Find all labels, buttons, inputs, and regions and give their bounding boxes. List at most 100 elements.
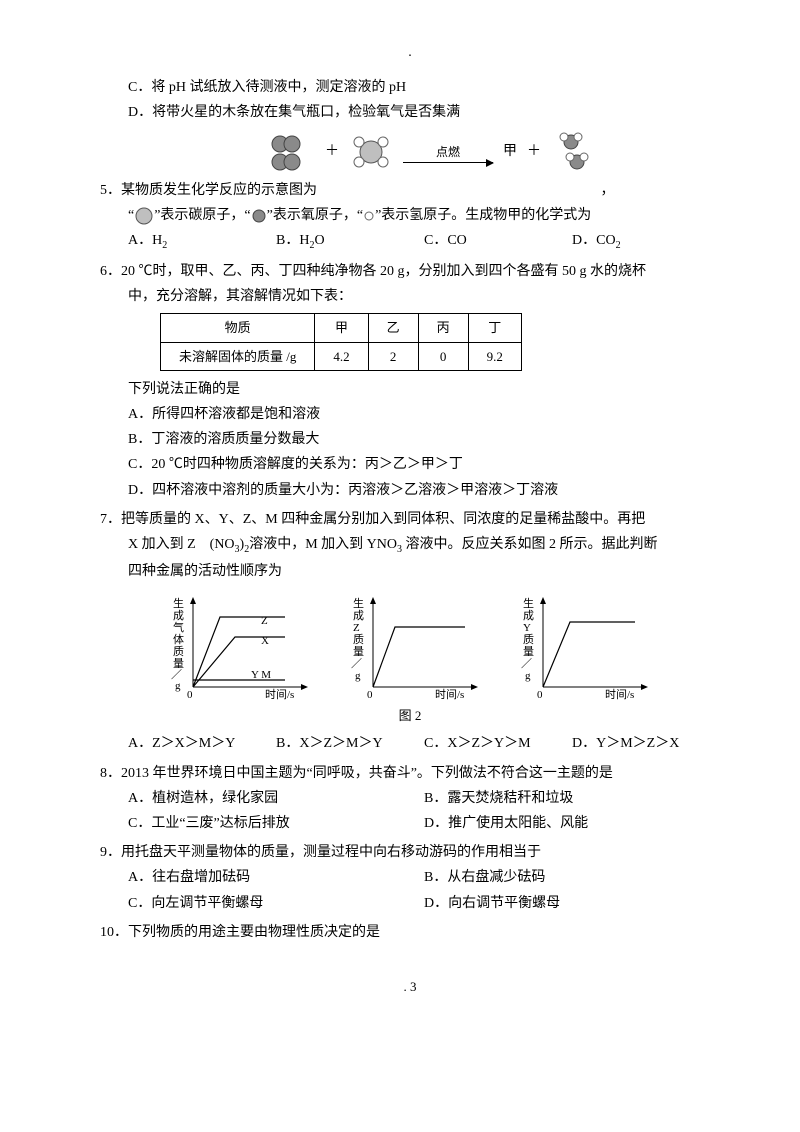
question-8: 8． 2013 年世界环境日中国主题为“同呼吸，共奋斗”。下列做法不符合这一主题… xyxy=(100,761,720,837)
svg-text:生: 生 xyxy=(523,596,534,610)
q7-num: 7． xyxy=(100,507,121,532)
svg-text:成: 成 xyxy=(353,609,364,622)
oxygen-atom-icon xyxy=(251,208,267,224)
svg-text:0: 0 xyxy=(187,689,193,701)
svg-text:0: 0 xyxy=(367,689,373,701)
q5-tail: ， xyxy=(601,183,615,198)
td-label: 未溶解固体的质量 /g xyxy=(161,342,315,370)
q8-opt-d: D．推广使用太阳能、风能 xyxy=(424,811,720,836)
c1-xlabel: 时间/s xyxy=(265,688,294,701)
q9-num: 9． xyxy=(100,840,121,865)
th-4: 丁 xyxy=(468,314,521,342)
q8-row2: C．工业“三废”达标后排放 D．推广使用太阳能、风能 xyxy=(100,811,720,836)
q7-options: A．Z＞X＞M＞Y B．X＞Z＞M＞Y C．X＞Z＞Y＞M D．Y＞M＞Z＞X xyxy=(100,731,720,756)
page-number: . 3 xyxy=(100,975,720,998)
q9-stem: 用托盘天平测量物体的质量，测量过程中向右移动游码的作用相当于 xyxy=(121,840,720,865)
q6-table: 物质 甲 乙 丙 丁 未溶解固体的质量 /g 4.2 2 0 9.2 xyxy=(160,313,522,371)
q9-opt-c: C．向左调节平衡螺母 xyxy=(128,891,424,916)
c1-z: Z xyxy=(261,615,268,627)
table-header-row: 物质 甲 乙 丙 丁 xyxy=(161,314,522,342)
q5-num: 5． xyxy=(100,178,121,203)
c2-xlabel: 时间/s xyxy=(435,688,464,701)
arrow-label: 点燃 xyxy=(403,142,493,164)
q6-num: 6． xyxy=(100,259,121,284)
table-data-row: 未溶解固体的质量 /g 4.2 2 0 9.2 xyxy=(161,342,522,370)
td-3: 9.2 xyxy=(468,342,521,370)
plus-2: ＋ xyxy=(527,139,541,164)
q9-row1: A．往右盘增加砝码 B．从右盘减少砝码 xyxy=(100,865,720,890)
q5-opt-b: B．H2O xyxy=(276,228,424,255)
svg-text:量: 量 xyxy=(353,645,364,658)
chart-1: 生 成 气 体 质 量 ／ g 0 时间/s Z X Y M xyxy=(165,592,315,702)
q5-options: A．H2 B．H2O C．CO D．CO2 xyxy=(100,228,720,255)
reactant-2 xyxy=(349,130,393,174)
question-7: 7． 把等质量的 X、Y、Z、M 四种金属分别加入到同体积、同浓度的足量稀盐酸中… xyxy=(100,507,720,757)
svg-text:成: 成 xyxy=(173,609,184,622)
q-prev-options: C．将 pH 试纸放入待测液中，测定溶液的 pH D．将带火星的木条放在集气瓶口… xyxy=(100,75,720,125)
svg-text:g: g xyxy=(525,670,531,682)
q9-opt-d: D．向右调节平衡螺母 xyxy=(424,891,720,916)
top-dot: . xyxy=(100,40,720,65)
q9-opt-a: A．往右盘增加砝码 xyxy=(128,865,424,890)
svg-text:成: 成 xyxy=(523,609,534,622)
q8-opt-c: C．工业“三废”达标后排放 xyxy=(128,811,424,836)
svg-text:Z: Z xyxy=(353,622,360,634)
q7-opt-c: C．X＞Z＞Y＞M xyxy=(424,731,572,756)
q8-stem: 2013 年世界环境日中国主题为“同呼吸，共奋斗”。下列做法不符合这一主题的是 xyxy=(121,761,720,786)
td-0: 4.2 xyxy=(315,342,368,370)
reaction-arrow: 点燃 xyxy=(403,140,493,163)
product-placeholder: 甲 xyxy=(503,139,517,164)
svg-text:体: 体 xyxy=(173,632,184,646)
hydrogen-atom-icon xyxy=(363,210,375,222)
th-0: 物质 xyxy=(161,314,315,342)
q5-legend: “”表示碳原子，“”表示氧原子，“”表示氢原子。生成物甲的化学式为 xyxy=(100,203,720,228)
q8-opt-b: B．露天焚烧秸秆和垃圾 xyxy=(424,786,720,811)
c1-yl1: 生 xyxy=(173,596,184,610)
th-3: 丙 xyxy=(418,314,468,342)
lq3: ”表示氧原子，“ xyxy=(267,208,363,223)
chart-2: 生 成 Z 质 量 ／ g 0 时间/s xyxy=(345,592,485,702)
opt-d: D．将带火星的木条放在集气瓶口，检验氧气是否集满 xyxy=(100,100,720,125)
q7-opt-d: D．Y＞M＞Z＞X xyxy=(572,731,720,756)
lq4: ”表示氢原子。生成物甲的化学式为 xyxy=(375,208,591,223)
plus-1: ＋ xyxy=(325,139,339,164)
q5-opt-a: A．H2 xyxy=(128,228,276,255)
svg-text:质: 质 xyxy=(353,633,364,646)
svg-text:气: 气 xyxy=(173,620,184,634)
td-2: 0 xyxy=(418,342,468,370)
q5-stem1: 某物质发生化学反应的示意图为 xyxy=(121,183,317,198)
q6-stem2: 中，充分溶解，其溶解情况如下表： xyxy=(100,284,720,309)
svg-text:g: g xyxy=(175,680,181,692)
q6-opt-a: A．所得四杯溶液都是饱和溶液 xyxy=(100,402,720,427)
q8-row1: A．植树造林，绿化家园 B．露天焚烧秸秆和垃圾 xyxy=(100,786,720,811)
q5-opt-d: D．CO2 xyxy=(572,228,720,255)
q5-opt-c: C．CO xyxy=(424,228,572,255)
svg-text:生: 生 xyxy=(353,596,364,610)
reactant-1 xyxy=(265,132,315,172)
q9-row2: C．向左调节平衡螺母 D．向右调节平衡螺母 xyxy=(100,891,720,916)
q8-opt-a: A．植树造林，绿化家园 xyxy=(128,786,424,811)
q6-stem1: 20 ℃时，取甲、乙、丙、丁四种纯净物各 20 g，分别加入到四个各盛有 50 … xyxy=(121,259,720,284)
th-2: 乙 xyxy=(368,314,418,342)
td-1: 2 xyxy=(368,342,418,370)
q8-num: 8． xyxy=(100,761,121,786)
q7-stem1: 把等质量的 X、Y、Z、M 四种金属分别加入到同体积、同浓度的足量稀盐酸中。再把 xyxy=(121,507,720,532)
q10-stem: 下列物质的用途主要由物理性质决定的是 xyxy=(128,920,720,945)
svg-text:／: ／ xyxy=(351,657,362,670)
opt-c: C．将 pH 试纸放入待测液中，测定溶液的 pH xyxy=(100,75,720,100)
q6-opt-c: C．20 ℃时四种物质溶解度的关系为：丙＞乙＞甲＞丁 xyxy=(100,452,720,477)
q6-aftertable: 下列说法正确的是 xyxy=(100,377,720,402)
product-h2o xyxy=(551,130,595,174)
q6-opt-b: B．丁溶液的溶质质量分数最大 xyxy=(100,427,720,452)
q9-opt-b: B．从右盘减少砝码 xyxy=(424,865,720,890)
q7-stem2: X 加入到 Z (NO3)2溶液中，M 加入到 YNO3 溶液中。反应关系如图 … xyxy=(100,532,720,559)
svg-text:0: 0 xyxy=(537,689,543,701)
q10-num: 10． xyxy=(100,920,128,945)
q7-stem3: 四种金属的活动性顺序为 xyxy=(100,559,720,584)
c1-x: X xyxy=(261,635,269,647)
question-5: 5． 某物质发生化学反应的示意图为 ， “”表示碳原子，“”表示氧原子，“”表示… xyxy=(100,178,720,255)
svg-text:／: ／ xyxy=(521,657,532,670)
reaction-diagram: ＋ 点燃 甲 ＋ xyxy=(140,130,720,174)
question-9: 9． 用托盘天平测量物体的质量，测量过程中向右移动游码的作用相当于 A．往右盘增… xyxy=(100,840,720,916)
svg-text:g: g xyxy=(355,670,361,682)
